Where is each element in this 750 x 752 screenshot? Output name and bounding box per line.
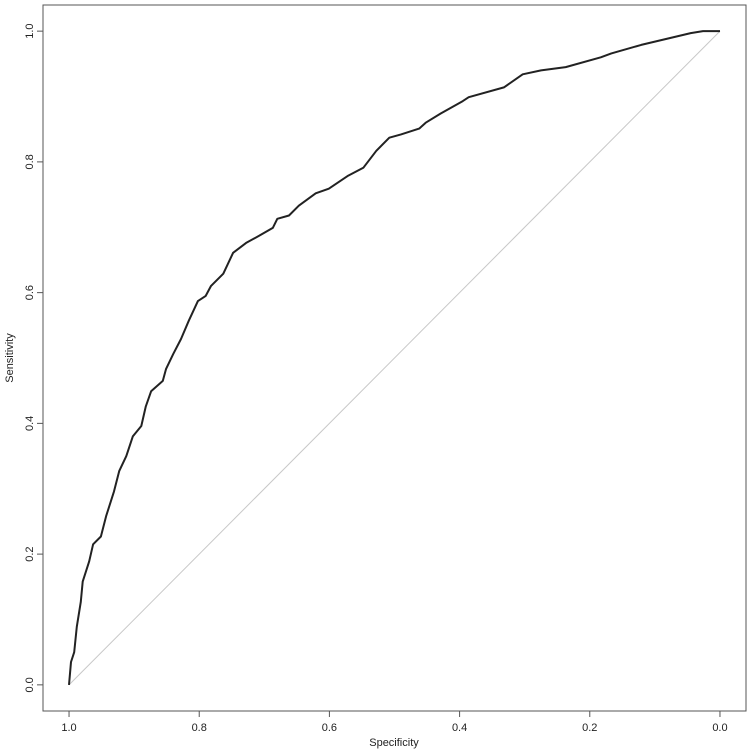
x-tick-label: 0.6 — [322, 722, 337, 734]
y-tick-label: 0.0 — [24, 677, 36, 692]
y-axis-label: Sensitivity — [4, 333, 16, 383]
y-tick-label: 0.8 — [24, 154, 36, 169]
x-tick-label: 0.4 — [452, 722, 467, 734]
x-tick-label: 1.0 — [61, 722, 76, 734]
x-tick-label: 0.8 — [192, 722, 207, 734]
plot-frame — [42, 4, 747, 712]
x-axis-label: Specificity — [369, 737, 419, 749]
roc-curve — [68, 30, 720, 685]
x-tick-label: 0.0 — [712, 722, 727, 734]
y-tick-label: 0.2 — [24, 546, 36, 561]
y-tick-label: 0.4 — [24, 416, 36, 431]
x-tick-label: 0.2 — [582, 722, 597, 734]
reference-line — [68, 30, 721, 686]
y-tick-label: 0.6 — [24, 285, 36, 300]
y-tick-label: 1.0 — [24, 23, 36, 38]
